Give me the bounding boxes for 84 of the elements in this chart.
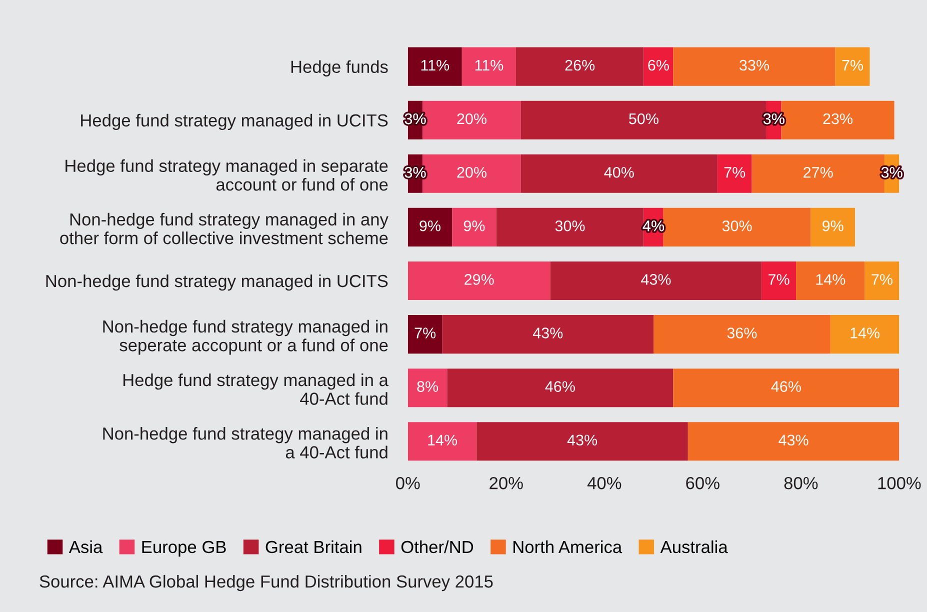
bar xyxy=(830,315,900,354)
data-label: 40% xyxy=(604,166,634,178)
data-label: 20% xyxy=(457,113,486,124)
x-tick-label: 100% xyxy=(878,476,921,490)
y-tick-label: Hedge funds xyxy=(291,60,388,76)
bar xyxy=(835,47,870,86)
bar xyxy=(762,261,796,300)
data-label: 7% xyxy=(768,274,790,285)
data-label: 43% xyxy=(532,328,563,338)
x-tick-label: 20% xyxy=(490,476,523,490)
source-note: Source: AIMA Global Hedge Fund Distribution Survey 2015 xyxy=(40,574,493,592)
data-label: 11% xyxy=(475,60,504,71)
data-label: 7% xyxy=(842,60,864,71)
y-tick-label: Non-hedge fund strategy managed in UCITS xyxy=(46,274,388,291)
y-tick-label: Hedge fund strategy managed in separate account or fund of one xyxy=(66,159,388,191)
bar xyxy=(442,315,654,354)
bar xyxy=(717,154,752,193)
bar xyxy=(452,208,496,246)
bar xyxy=(796,261,865,300)
bar xyxy=(654,315,830,354)
y-tick-label: Non-hedge fund strategy managed in seperate accopunt or a fund of one xyxy=(103,320,388,355)
bar xyxy=(496,208,644,246)
bar xyxy=(864,261,900,300)
bar xyxy=(673,47,836,86)
data-label: 14% xyxy=(850,328,880,338)
data-label: 30% xyxy=(722,220,752,232)
bar xyxy=(408,47,462,86)
bar xyxy=(663,208,811,246)
legend-label: Great Britain xyxy=(266,540,362,554)
bar xyxy=(408,315,442,354)
data-label: 20% xyxy=(457,166,486,178)
data-label: 46% xyxy=(771,381,801,392)
data-label: 7% xyxy=(414,328,436,338)
data-label: 9% xyxy=(822,220,844,232)
y-tick-label: Hedge fund strategy managed in UCITS xyxy=(81,114,388,130)
x-tick-label: 60% xyxy=(686,476,720,490)
x-tick-label: 0% xyxy=(396,476,420,490)
data-label: 4% xyxy=(642,220,664,232)
bar xyxy=(516,47,644,86)
bar xyxy=(476,422,688,461)
bar xyxy=(673,368,900,408)
legend-label: Other/ND xyxy=(401,540,474,554)
data-label: 29% xyxy=(464,274,494,285)
data-label: 14% xyxy=(816,274,846,285)
data-label: 26% xyxy=(565,60,595,71)
data-label: 23% xyxy=(823,113,853,124)
y-tick-label: Hedge fund strategy managed in a 40-Act fund xyxy=(123,373,388,405)
data-label: 7% xyxy=(724,167,746,178)
data-label: 33% xyxy=(740,60,769,71)
bar xyxy=(408,368,448,408)
data-label: 36% xyxy=(727,328,757,338)
legend-label: Europe GB xyxy=(142,540,226,557)
data-label: 43% xyxy=(567,434,598,446)
bar xyxy=(688,422,900,461)
data-label: 46% xyxy=(545,381,575,392)
legend-label: Australia xyxy=(660,540,728,554)
bar xyxy=(644,47,674,86)
data-label: 6% xyxy=(648,60,669,71)
y-tick-label: Non-hedge fund strategy managed in any other form of collective investment scheme xyxy=(60,212,388,244)
legend-label: Asia xyxy=(68,540,103,554)
data-label: 9% xyxy=(464,220,485,232)
bar xyxy=(447,368,674,408)
bar xyxy=(408,261,550,300)
bar xyxy=(408,422,477,461)
data-label: 3% xyxy=(763,113,784,124)
data-label: 9% xyxy=(420,220,440,232)
bar xyxy=(550,261,762,300)
y-tick-label: Non-hedge fund strategy managed in a 40-Act fund xyxy=(103,427,388,458)
data-label: 8% xyxy=(417,381,438,392)
legend-label: North America xyxy=(514,540,622,554)
data-label: 30% xyxy=(555,220,585,232)
bar xyxy=(462,47,516,86)
data-label: 50% xyxy=(629,113,658,124)
bar xyxy=(520,154,718,193)
data-label: 43% xyxy=(778,434,808,446)
data-label: 27% xyxy=(804,166,833,178)
bar xyxy=(408,208,452,246)
data-label: 43% xyxy=(641,274,671,285)
data-label: 7% xyxy=(872,274,892,285)
data-label: 11% xyxy=(421,60,450,71)
x-tick-label: 40% xyxy=(587,476,622,490)
bar xyxy=(810,208,855,246)
x-tick-label: 80% xyxy=(784,476,818,490)
data-label: 14% xyxy=(428,434,458,446)
